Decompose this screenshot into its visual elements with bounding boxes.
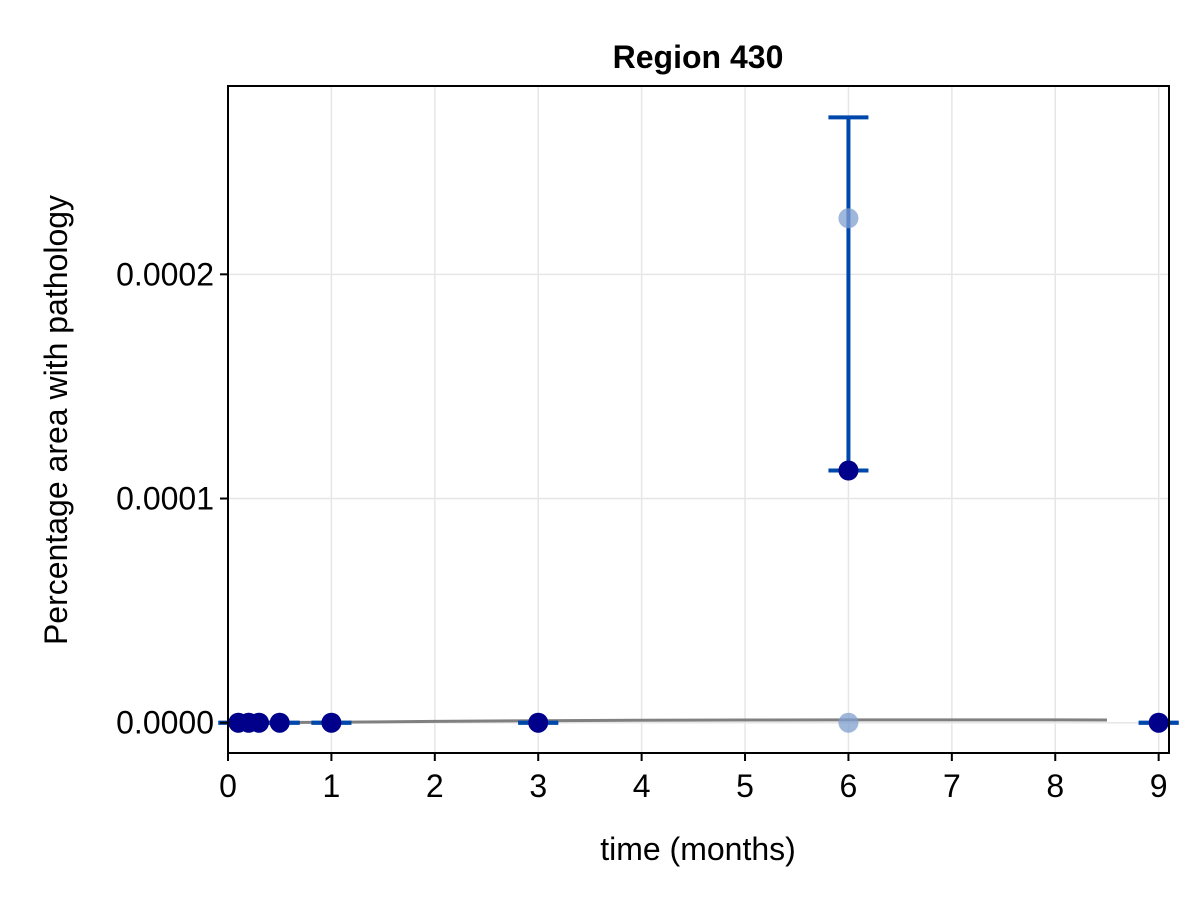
mean-point — [838, 460, 859, 481]
mean-point — [528, 712, 549, 733]
mean-point — [321, 712, 342, 733]
y-axis-label: Percentage area with pathology — [38, 195, 74, 645]
mean-points-layer — [228, 460, 1169, 733]
grid-lines — [227, 86, 1169, 753]
mean-point — [1148, 712, 1169, 733]
x-tick-label: 9 — [1150, 768, 1168, 804]
model-line-layer — [238, 718, 1107, 725]
x-tick-label: 1 — [323, 768, 341, 804]
chart-title: Region 430 — [613, 39, 784, 75]
x-tick-label: 5 — [736, 768, 754, 804]
x-tick-label: 3 — [529, 768, 547, 804]
x-axis-label: time (months) — [600, 831, 796, 867]
individual-points-layer — [228, 208, 1169, 733]
x-tick-label: 2 — [426, 768, 444, 804]
axis-ticks: 0 1 2 3 4 5 6 7 8 9 0.0000 0.0001 0.0002 — [116, 256, 1167, 804]
y-tick-label: 0.0002 — [116, 256, 214, 292]
y-tick-label: 0.0000 — [116, 705, 214, 741]
x-tick-label: 0 — [219, 768, 237, 804]
x-tick-label: 8 — [1046, 768, 1064, 804]
x-tick-label: 6 — [840, 768, 858, 804]
error-bar-layer — [218, 115, 1179, 725]
plot-frame — [227, 85, 1170, 754]
individual-point — [838, 208, 859, 229]
x-tick-label: 7 — [943, 768, 961, 804]
model-fit-line — [238, 718, 1107, 725]
mean-point — [249, 712, 270, 733]
individual-point — [838, 712, 859, 733]
mean-point — [269, 712, 290, 733]
x-tick-label: 4 — [633, 768, 651, 804]
y-tick-label: 0.0001 — [116, 481, 214, 517]
